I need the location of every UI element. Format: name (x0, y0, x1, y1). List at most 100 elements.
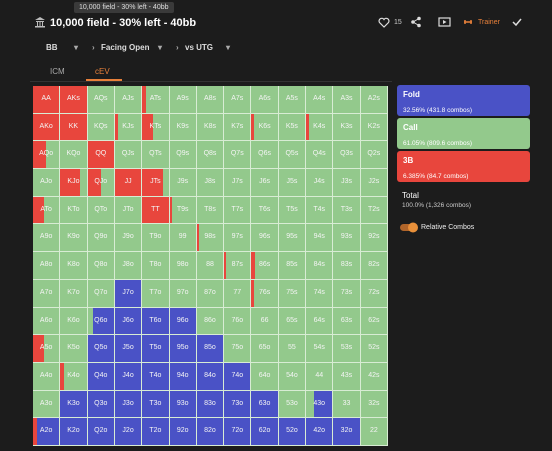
hand-cell[interactable]: K5s (278, 113, 307, 142)
hand-cell[interactable]: K9s (169, 113, 197, 142)
hand-cell[interactable]: 76s (251, 279, 279, 308)
hand-cell[interactable]: 83s (333, 252, 361, 280)
hand-cell[interactable]: 92s (360, 224, 388, 253)
hand-cell[interactable]: 84o (196, 362, 225, 391)
hand-cell[interactable]: QTs (142, 141, 170, 170)
hand-cell[interactable]: J7s (224, 169, 252, 197)
hand-cell[interactable]: 98s (196, 224, 225, 253)
hand-cell[interactable]: K8o (60, 252, 88, 280)
hand-cell[interactable]: 96o (169, 307, 197, 336)
hand-cell[interactable]: K3o (60, 390, 88, 419)
hand-cell[interactable]: 84s (306, 252, 334, 280)
hand-cell[interactable]: A6o (33, 307, 61, 336)
hand-cell[interactable]: A8s (196, 86, 225, 114)
hand-cell[interactable]: T2o (142, 418, 170, 446)
hand-cell[interactable]: AA (33, 86, 61, 114)
hand-cell[interactable]: T8s (196, 196, 225, 225)
trainer-button[interactable]: Trainer (478, 19, 500, 26)
tab-active[interactable]: cEV (95, 67, 110, 76)
hand-cell[interactable]: A4s (306, 86, 334, 114)
hand-cell[interactable]: Q5s (278, 141, 307, 170)
hand-cell[interactable]: QJs (114, 141, 143, 170)
hand-cell[interactable]: 65o (251, 335, 279, 363)
hand-cell[interactable]: JTs (142, 169, 170, 197)
hand-cell[interactable]: 75o (224, 335, 252, 363)
hand-cell[interactable]: Q8o (87, 252, 115, 280)
hand-cell[interactable]: 86s (251, 252, 279, 280)
hand-cell[interactable]: 74o (224, 362, 252, 391)
hand-cell[interactable]: A4o (33, 362, 61, 391)
hand-cell[interactable]: AQs (87, 86, 115, 114)
hand-cell[interactable]: T8o (142, 252, 170, 280)
hand-cell[interactable]: 64o (251, 362, 279, 391)
hand-cell[interactable]: A9s (169, 86, 197, 114)
hand-cell[interactable]: A2s (360, 86, 388, 114)
hand-cell[interactable]: K6s (251, 113, 279, 142)
hand-cell[interactable]: 93s (333, 224, 361, 253)
hand-cell[interactable]: 82o (196, 418, 225, 446)
hand-cell[interactable]: 42o (306, 418, 334, 446)
hand-cell[interactable]: 95s (278, 224, 307, 253)
hand-cell[interactable]: 42s (360, 362, 388, 391)
hand-cell[interactable]: A7s (224, 86, 252, 114)
hand-cell[interactable]: J2s (360, 169, 388, 197)
hand-cell[interactable]: J2o (114, 418, 143, 446)
hand-cell[interactable]: 73s (333, 279, 361, 308)
hand-cell[interactable]: A2o (33, 418, 61, 446)
hand-cell[interactable]: 98o (169, 252, 197, 280)
tab[interactable]: ICM (50, 67, 65, 76)
hand-cell[interactable]: J9o (114, 224, 143, 253)
hand-cell[interactable]: J9s (169, 169, 197, 197)
hand-cell[interactable]: J6o (114, 307, 143, 336)
hand-cell[interactable]: J4s (306, 169, 334, 197)
hand-cell[interactable]: K5o (60, 335, 88, 363)
hand-cell[interactable]: 72o (224, 418, 252, 446)
hand-cell[interactable]: T9s (169, 196, 197, 225)
hand-cell[interactable]: 85s (278, 252, 307, 280)
hand-cell[interactable]: 72s (360, 279, 388, 308)
hand-cell[interactable]: Q6o (87, 307, 115, 336)
action-box[interactable]: Call 61.05% (809.6 combos) (397, 118, 530, 149)
hand-cell[interactable]: A9o (33, 224, 61, 253)
hand-cell[interactable]: T5o (142, 335, 170, 363)
hand-cell[interactable]: AKs (60, 86, 88, 114)
hand-cell[interactable]: 88 (196, 252, 225, 280)
hand-cell[interactable]: T4s (306, 196, 334, 225)
hand-cell[interactable]: JJ (114, 169, 143, 197)
hand-cell[interactable]: T4o (142, 362, 170, 391)
hand-cell[interactable]: KQo (60, 141, 88, 170)
hand-cell[interactable]: 65s (278, 307, 307, 336)
hand-cell[interactable]: J5o (114, 335, 143, 363)
hand-cell[interactable]: QQ (87, 141, 115, 170)
hand-cell[interactable]: AKo (33, 113, 61, 142)
crumb-action[interactable]: Facing Open (101, 43, 150, 52)
share-button[interactable] (410, 16, 422, 28)
crumb-position[interactable]: BB (46, 43, 58, 52)
hand-cell[interactable]: 83o (196, 390, 225, 419)
hand-cell[interactable]: Q4s (306, 141, 334, 170)
hand-cell[interactable]: 94s (306, 224, 334, 253)
hand-cell[interactable]: AJo (33, 169, 61, 197)
action-box[interactable]: Fold 32.56% (431.8 combos) (397, 85, 530, 116)
hand-cell[interactable]: TT (142, 196, 170, 225)
hand-cell[interactable]: K8s (196, 113, 225, 142)
hand-cell[interactable]: T7s (224, 196, 252, 225)
hand-cell[interactable]: 62s (360, 307, 388, 336)
action-box[interactable]: 3B 6.385% (84.7 combos) (397, 151, 530, 182)
hand-cell[interactable]: T6s (251, 196, 279, 225)
hand-cell[interactable]: 44 (306, 362, 334, 391)
hand-cell[interactable]: 99 (169, 224, 197, 253)
hand-cell[interactable]: 32s (360, 390, 388, 419)
hand-cell[interactable]: J7o (114, 279, 143, 308)
hand-cell[interactable]: 85o (196, 335, 225, 363)
hand-cell[interactable]: A3s (333, 86, 361, 114)
hand-cell[interactable]: Q9o (87, 224, 115, 253)
hand-cell[interactable]: KTo (60, 196, 88, 225)
hand-cell[interactable]: J6s (251, 169, 279, 197)
hand-cell[interactable]: 95o (169, 335, 197, 363)
hand-cell[interactable]: 77 (224, 279, 252, 308)
hand-cell[interactable]: JTo (114, 196, 143, 225)
hand-cell[interactable]: 62o (251, 418, 279, 446)
hand-cell[interactable]: 74s (306, 279, 334, 308)
hand-cell[interactable]: Q3s (333, 141, 361, 170)
